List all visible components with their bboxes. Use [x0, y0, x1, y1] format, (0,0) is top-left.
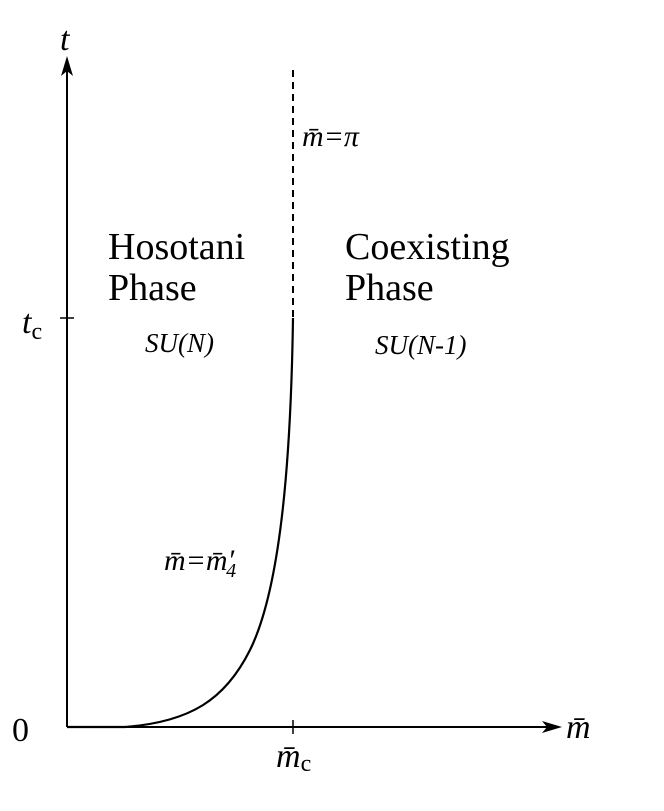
- origin-label: 0: [12, 712, 29, 749]
- x-arrow: [542, 721, 562, 733]
- phase-name: Phase: [345, 267, 434, 309]
- y-axis-label: t: [60, 21, 71, 58]
- x-tick-sub: c: [301, 751, 312, 777]
- y-tick-label: tc: [22, 304, 42, 345]
- solid-boundary: [67, 317, 295, 729]
- y-arrow: [61, 56, 73, 76]
- phase-name: Coexisting: [345, 226, 510, 268]
- boundary-label-sub: 4: [226, 560, 236, 582]
- phase-name: Hosotani: [108, 226, 245, 268]
- y-tick-main: t: [22, 304, 33, 341]
- boundary-label-main: m̄=m̄′: [164, 544, 235, 577]
- x-axis-label: m̄: [566, 709, 591, 746]
- phase-group: SU(N): [145, 328, 214, 358]
- boundary-label: m̄=π: [302, 120, 360, 153]
- x-tick-main: m̄: [276, 738, 301, 775]
- phase-name: Phase: [108, 267, 197, 309]
- boundary-label: m̄=m̄′4: [164, 544, 236, 582]
- x-tick-label: m̄c: [276, 738, 311, 777]
- phase-group: SU(N-1): [375, 330, 466, 360]
- y-tick-sub: c: [31, 319, 42, 345]
